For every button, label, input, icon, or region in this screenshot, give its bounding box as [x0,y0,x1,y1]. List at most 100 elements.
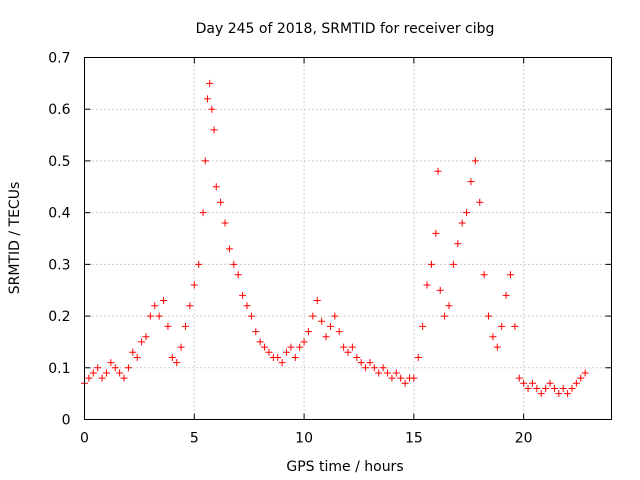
data-point [463,209,471,217]
data-point [261,343,269,351]
data-point [397,374,405,382]
data-point [212,183,220,191]
data-point [502,291,510,299]
data-point [410,374,418,382]
data-point [572,379,580,387]
data-point [533,384,541,392]
data-point [423,281,431,289]
data-point [528,379,536,387]
data-points [81,79,589,398]
data-point [322,333,330,341]
data-point [366,359,374,367]
data-point [353,353,361,361]
data-point [581,369,589,377]
y-axis-label: SRMTID / TECUs [7,182,23,295]
data-point [256,338,264,346]
data-point [124,364,132,372]
data-point [168,353,176,361]
data-point [335,328,343,336]
data-point [542,384,550,392]
data-point [102,369,110,377]
data-point [296,343,304,351]
data-point [506,271,514,279]
data-point [190,281,198,289]
y-tick-label: 0.4 [48,206,70,222]
data-point [550,384,558,392]
data-point [489,333,497,341]
data-point [129,348,137,356]
data-point [116,369,124,377]
data-point [146,312,154,320]
data-point [107,359,115,367]
data-point [537,390,545,398]
data-point [449,260,457,268]
data-point [283,348,291,356]
x-tick-label: 0 [80,431,89,447]
data-point [230,260,238,268]
data-point [287,343,295,351]
data-point [94,364,102,372]
data-point [331,312,339,320]
data-point [458,219,466,227]
data-point [480,271,488,279]
data-point [524,384,532,392]
x-tick-labels: 0 5 10 15 20 [80,431,533,447]
data-point [138,338,146,346]
data-point [243,302,251,310]
data-point [379,364,387,372]
data-point [265,348,273,356]
data-point [164,322,172,330]
data-point [239,291,247,299]
y-tick-label: 0.6 [48,102,70,118]
data-point [568,384,576,392]
y-tick-label: 0.1 [48,361,70,377]
data-point [384,369,392,377]
x-tick-label: 15 [405,431,423,447]
data-point [392,369,400,377]
data-point [427,260,435,268]
gridlines [84,57,612,420]
data-point [471,157,479,165]
data-point [454,240,462,248]
data-point [445,302,453,310]
data-point [278,359,286,367]
data-point [203,95,211,103]
x-tick-label: 5 [190,431,199,447]
data-point [133,353,141,361]
data-point [493,343,501,351]
y-tick-label: 0.5 [48,154,70,170]
data-point [274,353,282,361]
data-point [564,390,572,398]
data-point [210,126,218,134]
data-point [173,359,181,367]
data-point [182,322,190,330]
data-point [357,359,365,367]
data-point [318,317,326,325]
y-tick-labels: 0 0.1 0.2 0.3 0.4 0.5 0.6 0.7 [48,51,70,429]
data-point [201,157,209,165]
data-point [441,312,449,320]
data-point [559,384,567,392]
data-point [362,364,370,372]
y-tick-label: 0.7 [48,51,70,67]
data-point [120,374,128,382]
data-point [414,353,422,361]
data-point [515,374,523,382]
data-point [419,322,427,330]
data-point [151,302,159,310]
x-tick-label: 10 [295,431,313,447]
data-point [467,178,475,186]
data-point [111,364,119,372]
plot-frame [84,57,612,420]
data-point [234,271,242,279]
data-point [309,312,317,320]
data-point [206,79,214,87]
data-point [177,343,185,351]
y-tick-label: 0.2 [48,309,70,325]
data-point [217,198,225,206]
data-point [434,167,442,175]
data-point [344,348,352,356]
data-point [208,105,216,113]
data-point [199,209,207,217]
data-point [401,379,409,387]
